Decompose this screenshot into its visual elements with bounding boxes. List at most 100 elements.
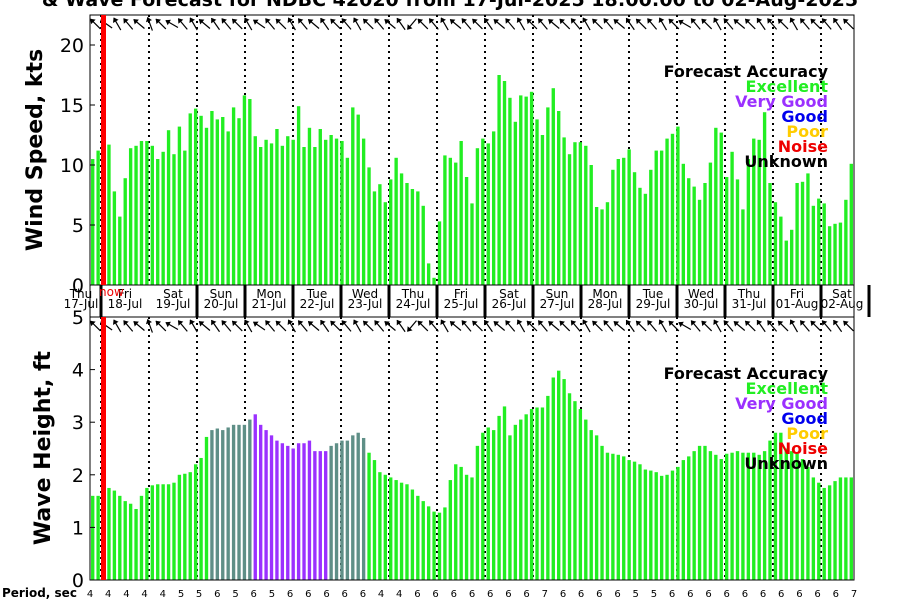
wave-bar (491, 430, 496, 580)
wind-bar (215, 119, 220, 286)
wind-direction-arrow-icon (537, 18, 548, 30)
wave-bar (183, 473, 187, 580)
wind-direction-arrow-icon (221, 18, 232, 30)
wave-bar (128, 503, 133, 580)
wave-bar (519, 419, 523, 580)
wind-bar (210, 111, 214, 285)
wind-bar (546, 107, 550, 286)
wind-bar (345, 157, 350, 285)
period-value: 6 (287, 589, 293, 600)
wind-bar (800, 181, 805, 285)
wind-direction-arrow-icon (582, 17, 591, 31)
wave-bar (172, 482, 176, 580)
wave-bar (356, 432, 360, 580)
wind-y-tick-label: 20 (60, 35, 84, 57)
wave-bar (714, 454, 718, 580)
wind-direction-arrow-icon (690, 18, 701, 30)
period-value: 6 (833, 589, 839, 600)
wave-bar (833, 481, 837, 580)
wave-bar (275, 440, 279, 580)
wind-bar (421, 205, 425, 285)
wind-bar (573, 142, 577, 285)
wind-bar (367, 167, 371, 285)
period-value: 6 (560, 589, 566, 600)
wind-bar (296, 106, 301, 285)
wave-bar (372, 460, 377, 580)
wave-direction-arrow-icon (145, 318, 153, 333)
wind-direction-arrow-icon (320, 17, 330, 31)
day-of-week-label: Mon (592, 287, 617, 301)
wave-bar (535, 407, 539, 580)
wave-bar (399, 482, 404, 580)
wave-bar (448, 480, 453, 580)
day-of-week-label: Sun (546, 287, 569, 301)
wind-direction-arrow-icon (341, 18, 352, 30)
wave-direction-arrow-icon (625, 319, 635, 333)
wave-direction-arrow-icon (177, 320, 188, 332)
day-of-week-label: Fri (118, 287, 132, 301)
wave-direction-arrow-icon (428, 320, 439, 332)
date-label: 27-Jul (540, 297, 575, 311)
wave-bar (844, 477, 848, 580)
period-values-row: 4 4 4 4 4 5 5 6 5 6 5 6 6 6 6 6 4 4 6 6 6 6 6 6 6 7 6 6 6 6 5 5 6 6 6 6 6 6 6 6… (87, 589, 857, 600)
wave-bar (475, 445, 480, 580)
wave-direction-arrow-icon (165, 321, 179, 331)
wind-bar (676, 126, 680, 285)
wave-bar (849, 477, 853, 580)
wave-bar (654, 472, 658, 580)
wave-bar (242, 424, 247, 580)
wave-bar (410, 489, 415, 580)
wind-legend-item: Good (781, 107, 828, 126)
wind-direction-arrow-icon (330, 18, 341, 30)
wind-direction-arrow-icon (287, 17, 296, 31)
period-value: 5 (196, 589, 202, 600)
wave-bar (383, 474, 387, 580)
wave-direction-arrow-icon (505, 320, 516, 332)
wind-direction-arrow-icon (723, 18, 734, 30)
wind-bar (589, 165, 593, 285)
date-label: 20-Jul (204, 297, 239, 311)
wind-bar (497, 75, 501, 285)
day-of-week-label: Tue (642, 287, 664, 301)
wave-direction-arrow-icon (668, 320, 680, 332)
wind-direction-arrow-icon (821, 18, 832, 30)
wind-bar (150, 145, 154, 285)
wave-bar (426, 506, 431, 580)
wind-bar (459, 141, 463, 285)
wind-bar (378, 184, 382, 285)
wind-direction-arrow-icon (353, 17, 362, 31)
wind-bar (356, 114, 360, 285)
wave-direction-arrow-icon (307, 321, 320, 331)
period-value: 6 (523, 589, 529, 600)
wave-direction-arrow-icon (472, 320, 483, 332)
wave-direction-arrow-icon (198, 321, 211, 331)
wind-bar (464, 177, 469, 285)
wave-bar (96, 495, 100, 580)
wave-bar (226, 427, 230, 580)
wave-bar (578, 409, 583, 580)
wave-bar (584, 419, 588, 580)
wind-bar (562, 137, 566, 285)
wind-bar (811, 205, 816, 285)
wave-direction-arrow-icon (493, 321, 506, 331)
wave-direction-arrow-icon (210, 319, 221, 333)
wind-direction-arrow-icon (231, 18, 243, 30)
day-of-week-label: Sat (163, 287, 183, 301)
wind-bar (524, 96, 528, 285)
wind-bar (372, 191, 377, 285)
wave-bar (659, 475, 664, 580)
wave-direction-arrow-icon (658, 319, 668, 333)
wind-bar (849, 163, 853, 285)
wind-direction-arrow-icon (90, 18, 101, 30)
wind-direction-arrow-icon (733, 19, 746, 29)
day-of-week-label: Thu (401, 287, 425, 301)
wave-bar (145, 487, 149, 580)
wind-bar (351, 107, 355, 286)
wave-bar (351, 435, 355, 580)
wave-bar (752, 452, 756, 580)
wind-direction-arrow-icon (189, 17, 198, 31)
wind-bar (540, 135, 545, 285)
date-label: 19-Jul (156, 297, 191, 311)
wind-bar (399, 173, 404, 285)
wind-bar (318, 129, 322, 285)
